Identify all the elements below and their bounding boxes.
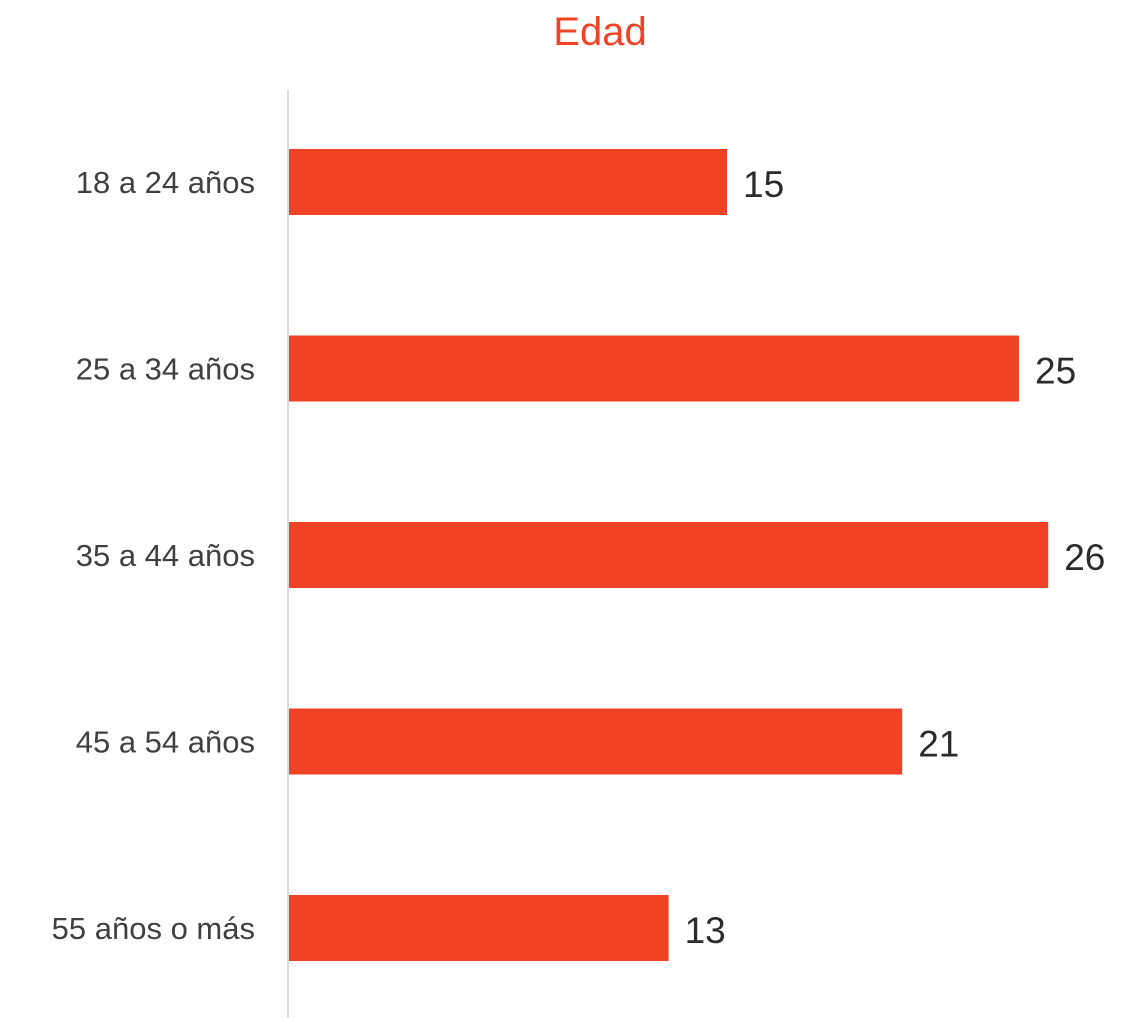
category-label-2: 25 a 34 años xyxy=(76,352,255,387)
category-labels-group: 18 a 24 años 25 a 34 años 35 a 44 años 45 a… xyxy=(52,165,255,946)
category-label-3: 35 a 44 años xyxy=(76,538,255,573)
bar-1 xyxy=(289,149,727,215)
bars-group xyxy=(289,149,1049,961)
value-label-1: 15 xyxy=(743,164,784,205)
bar-2 xyxy=(289,335,1019,402)
value-labels-group: 15 25 26 21 13 xyxy=(685,164,1106,951)
value-label-4: 21 xyxy=(918,724,959,765)
bar-3 xyxy=(289,522,1049,588)
bar-5 xyxy=(289,895,669,961)
bar-4 xyxy=(289,708,903,775)
chart-title: Edad xyxy=(553,10,646,54)
value-label-5: 13 xyxy=(685,910,726,951)
category-label-5: 55 años o más xyxy=(52,911,255,946)
value-label-2: 25 xyxy=(1035,351,1076,392)
value-label-3: 26 xyxy=(1064,537,1105,578)
category-label-1: 18 a 24 años xyxy=(76,165,255,200)
category-label-4: 45 a 54 años xyxy=(76,725,255,760)
